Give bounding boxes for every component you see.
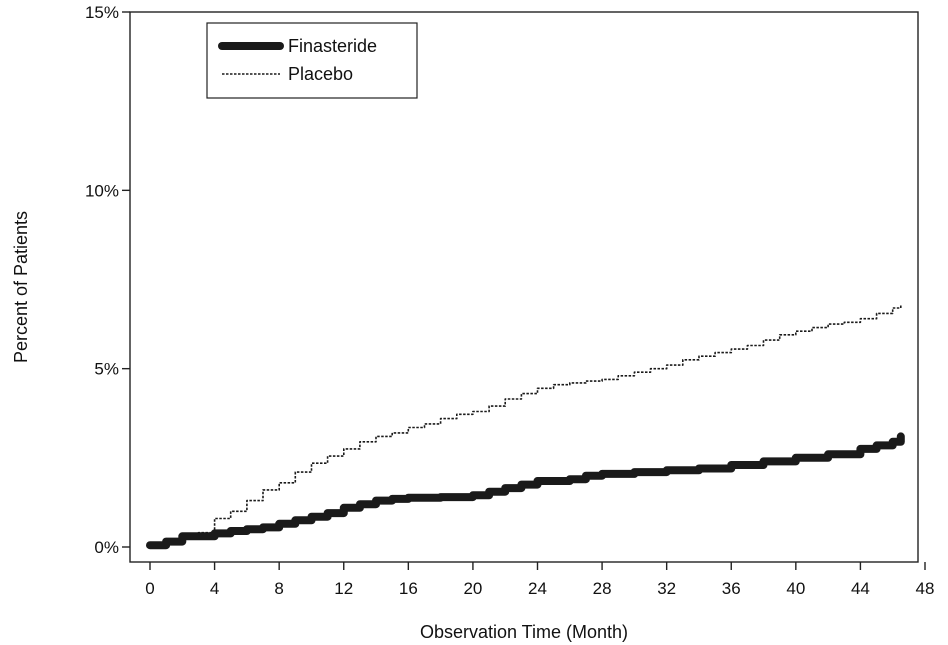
legend-label-placebo: Placebo [288, 64, 353, 84]
x-tick-label: 20 [463, 579, 482, 598]
y-tick-label: 10% [85, 181, 119, 200]
legend-label-finasteride: Finasteride [288, 36, 377, 56]
series-lines [146, 305, 905, 550]
x-tick-label: 40 [786, 579, 805, 598]
y-tick-label: 5% [94, 360, 119, 379]
y-tick-label: 15% [85, 3, 119, 22]
x-tick-label: 8 [274, 579, 283, 598]
legend-box [206, 22, 418, 99]
y-tick-label: 0% [94, 538, 119, 557]
x-tick-label: 16 [399, 579, 418, 598]
x-tick-label: 32 [657, 579, 676, 598]
series-line-placebo [150, 305, 902, 546]
y-axis-title: Percent of Patients [11, 211, 31, 363]
x-tick-label: 24 [528, 579, 547, 598]
x-tick-label: 36 [722, 579, 741, 598]
x-tick-label: 48 [916, 579, 935, 598]
x-tick-label: 12 [334, 579, 353, 598]
y-axis-ticks: 0% 5% 10% 15% [85, 3, 130, 557]
x-tick-label: 44 [851, 579, 870, 598]
plot-area [129, 11, 919, 563]
series-line-finasteride [146, 432, 905, 550]
plot-frame [129, 11, 919, 563]
x-axis-title: Observation Time (Month) [420, 622, 628, 642]
x-tick-label: 28 [593, 579, 612, 598]
x-axis-ticks: 0 4 8 12 16 20 24 28 32 36 40 44 48 [145, 562, 934, 598]
legend: Finasteride Placebo [206, 22, 418, 99]
x-tick-label: 0 [145, 579, 154, 598]
x-tick-label: 4 [210, 579, 219, 598]
